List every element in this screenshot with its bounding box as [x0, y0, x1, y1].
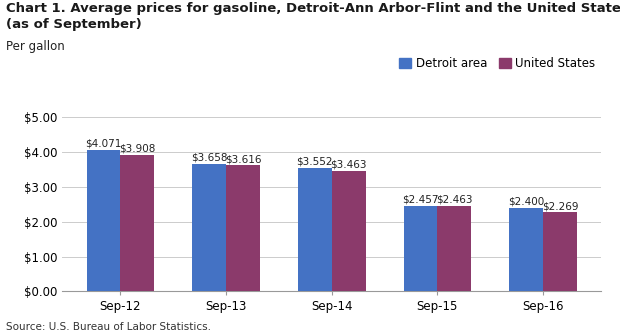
Text: $2.400: $2.400 [508, 196, 544, 206]
Legend: Detroit area, United States: Detroit area, United States [399, 57, 595, 70]
Text: $3.616: $3.616 [224, 154, 261, 164]
Bar [226, 165, 260, 291]
Text: $2.457: $2.457 [402, 194, 439, 204]
Text: $2.463: $2.463 [436, 194, 472, 204]
Bar [298, 168, 332, 291]
Bar [437, 206, 471, 291]
Text: $3.552: $3.552 [296, 156, 333, 166]
Text: $3.463: $3.463 [330, 159, 367, 170]
Text: $2.269: $2.269 [542, 201, 578, 211]
Bar [332, 171, 366, 291]
Bar [543, 212, 577, 291]
Text: Source: U.S. Bureau of Labor Statistics.: Source: U.S. Bureau of Labor Statistics. [6, 322, 211, 332]
Bar [404, 206, 437, 291]
Text: (as of September): (as of September) [6, 18, 142, 31]
Bar [192, 164, 226, 291]
Bar [120, 155, 154, 291]
Text: $3.908: $3.908 [119, 144, 156, 154]
Text: Chart 1. Average prices for gasoline, Detroit-Ann Arbor-Flint and the United Sta: Chart 1. Average prices for gasoline, De… [6, 2, 620, 15]
Text: Per gallon: Per gallon [6, 40, 65, 53]
Bar [87, 150, 120, 291]
Text: $3.658: $3.658 [191, 153, 228, 162]
Text: $4.071: $4.071 [85, 138, 122, 148]
Bar [509, 208, 543, 291]
